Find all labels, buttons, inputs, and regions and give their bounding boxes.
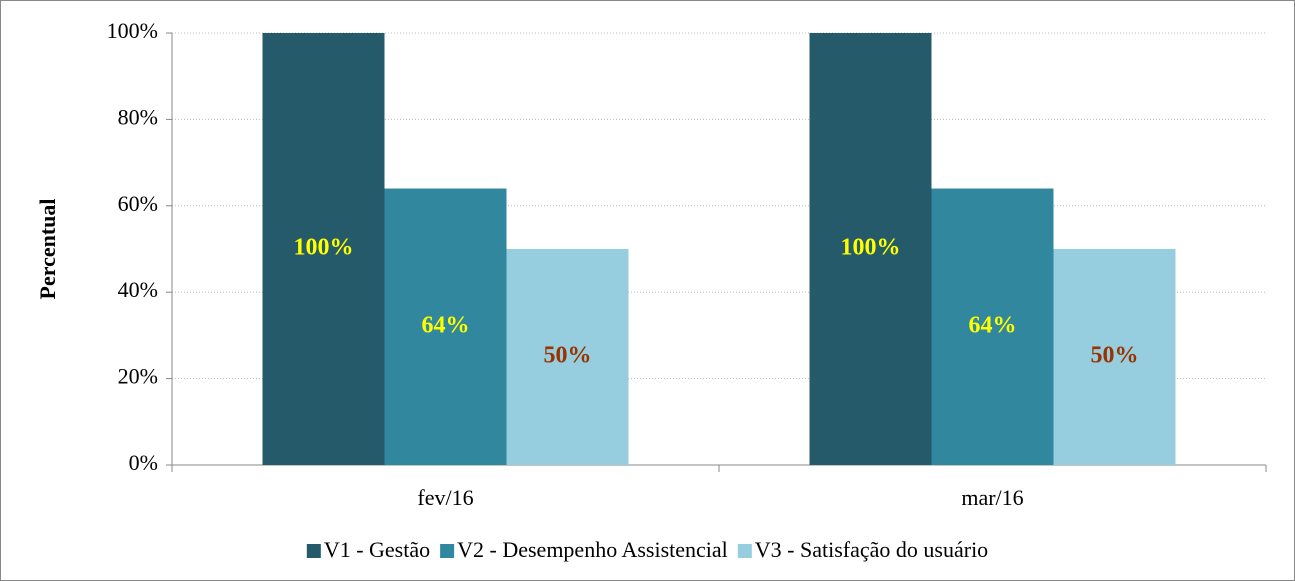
x-tick-label: mar/16 [961,485,1023,510]
x-tick-label: fev/16 [417,485,473,510]
bar-value-label: 50% [1091,343,1139,369]
y-tick-label: 100% [107,18,158,43]
legend-label: V2 - Desempenho Assistencial [457,537,728,562]
y-tick-label: 20% [118,364,158,389]
y-tick-label: 40% [118,277,158,302]
legend-swatch [737,544,752,558]
bar-value-label: 64% [969,312,1017,338]
y-axis-label: Percentual [35,198,60,299]
bar-value-label: 64% [422,312,470,338]
legend: V1 - Gestão V2 - Desempenho Assistencial V… [306,537,988,562]
bar [809,33,932,465]
bar-value-label: 50% [544,343,592,369]
bar [384,188,507,465]
bar [506,249,629,465]
bar [1053,249,1176,465]
y-tick-label: 0% [129,450,158,475]
bar [262,33,385,465]
legend-label: V1 - Gestão [324,537,430,562]
legend-swatch [306,544,321,558]
legend-label: V3 - Satisfação do usuário [755,537,988,562]
bar-value-label: 100% [294,235,354,261]
bar [931,188,1054,465]
legend-swatch [440,544,455,558]
y-tick-label: 60% [118,191,158,216]
bar-value-label: 100% [841,235,901,261]
y-tick-label: 80% [118,104,158,129]
